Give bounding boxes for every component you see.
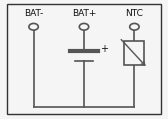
Text: +: + — [100, 44, 108, 54]
Circle shape — [79, 23, 89, 30]
Circle shape — [130, 23, 139, 30]
Text: BAT+: BAT+ — [72, 9, 96, 18]
Circle shape — [29, 23, 38, 30]
Text: BAT-: BAT- — [24, 9, 43, 18]
Bar — [124, 41, 144, 65]
Text: NTC: NTC — [125, 9, 143, 18]
